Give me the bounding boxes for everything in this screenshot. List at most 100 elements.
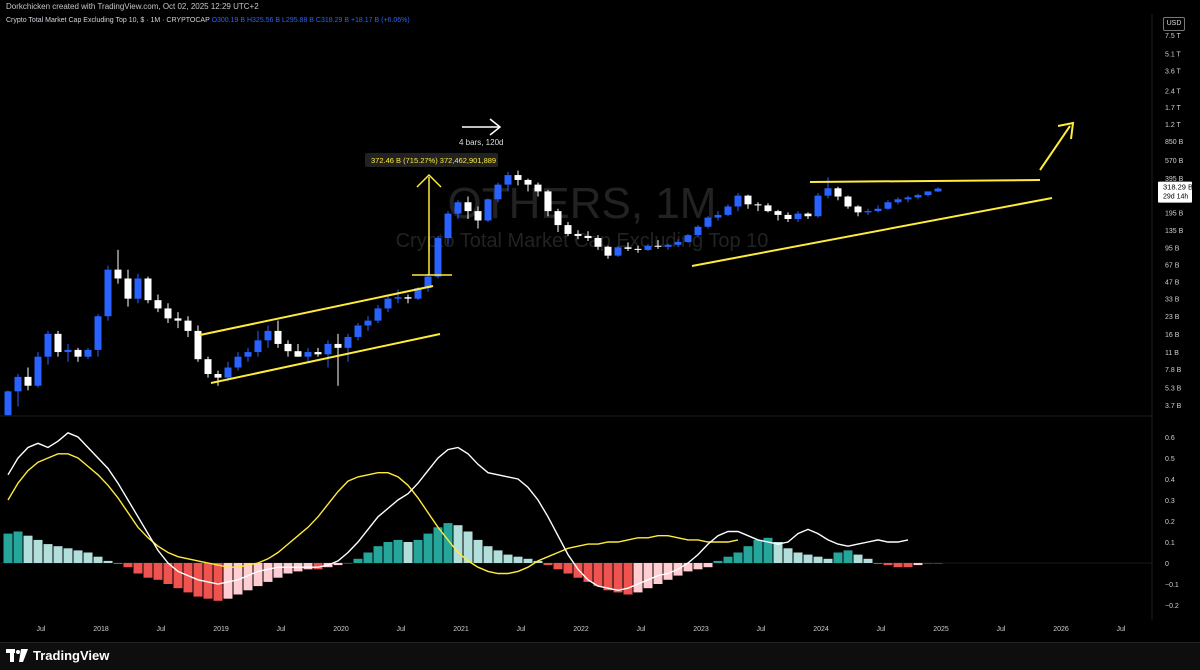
candle: [154, 294, 162, 313]
candle: [164, 303, 172, 324]
candle: [904, 195, 912, 203]
candle: [504, 171, 512, 192]
tradingview-logo[interactable]: TradingView: [6, 648, 109, 663]
macd-histogram-bar: [933, 563, 943, 564]
macd-histogram-bar: [103, 560, 113, 563]
candle: [624, 242, 632, 252]
measure-label: 372.46 B (715.27%) 372,462,901,889: [365, 153, 498, 167]
macd-histogram-bar: [573, 563, 583, 578]
candle: [544, 189, 552, 217]
time-axis-label: 2026: [1053, 626, 1069, 633]
macd-histogram-bar: [763, 537, 773, 563]
candle: [354, 323, 362, 341]
macd-histogram-bar: [423, 533, 433, 563]
footer-bar: [0, 642, 1200, 670]
macd-histogram-bar: [13, 531, 23, 563]
macd-axis-label: 0.5: [1165, 456, 1175, 463]
time-axis-label: 2021: [453, 626, 469, 633]
candle: [244, 347, 252, 362]
candle: [434, 235, 442, 279]
macd-histogram-bar: [533, 560, 543, 563]
macd-histogram-bar: [303, 563, 313, 570]
macd-histogram-bar: [353, 558, 363, 563]
macd-histogram-bar: [133, 563, 143, 574]
candle: [144, 276, 152, 304]
candle: [564, 221, 572, 236]
candle: [764, 203, 772, 213]
candle: [914, 193, 922, 200]
candle: [464, 196, 472, 220]
ascending-support-line[interactable]: [691, 197, 1053, 267]
candle: [884, 200, 892, 210]
candle: [74, 347, 82, 362]
macd-histogram-bar: [63, 548, 73, 563]
time-axis-label: 2022: [573, 626, 589, 633]
macd-histogram-bar: [723, 556, 733, 563]
candle: [804, 212, 812, 220]
macd-histogram-bar: [643, 563, 653, 589]
candle: [814, 193, 822, 218]
macd-line: [7, 431, 909, 592]
symbol-legend[interactable]: Crypto Total Market Cap Excluding Top 10…: [6, 17, 410, 24]
resistance-line[interactable]: [809, 179, 1041, 183]
candle: [744, 194, 752, 209]
macd-histogram-bar: [203, 563, 213, 599]
price-axis-label: 7.5 T: [1165, 33, 1182, 40]
macd-histogram-bar: [73, 550, 83, 563]
macd-histogram-bar: [803, 554, 813, 563]
macd-axis-label: 0.6: [1165, 435, 1175, 442]
candle: [694, 225, 702, 237]
macd-histogram-bar: [163, 563, 173, 584]
channel-upper-line[interactable]: [199, 285, 434, 336]
macd-histogram-bar: [783, 548, 793, 563]
candle: [424, 273, 432, 292]
candle: [114, 249, 122, 284]
time-axis-label: 2019: [213, 626, 229, 633]
macd-histogram-bar: [253, 563, 263, 587]
candle: [64, 343, 72, 362]
price-axis-label: 67 B: [1165, 262, 1180, 269]
macd-histogram-bar: [593, 563, 603, 587]
macd-axis-label: 0.1: [1165, 540, 1175, 547]
price-axis-label: 2.4 T: [1165, 88, 1182, 95]
candle: [584, 231, 592, 242]
axes-layer: 7.5 T 5.1 T 3.6 T 2.4 T 1.7 T 1.2 T 850 B 570 B…: [37, 33, 1194, 633]
breakout-arrow[interactable]: [1039, 125, 1071, 171]
candle: [44, 330, 52, 365]
macd-histogram-bar: [563, 563, 573, 574]
candle: [4, 390, 12, 416]
macd-histogram-bar: [43, 544, 53, 563]
bars-range-arrow-head: [489, 118, 502, 136]
legend-low: L295.88 B: [282, 17, 314, 24]
macd-histogram-bar: [523, 558, 533, 563]
macd-axis-label: 0: [1165, 561, 1169, 568]
macd-histogram-bar: [33, 539, 43, 563]
last-price-tag: 318.29 B 29d 14h: [1158, 181, 1193, 203]
channel-lower-line[interactable]: [210, 333, 441, 384]
currency-button[interactable]: USD: [1163, 17, 1185, 31]
candle: [924, 191, 932, 197]
candle: [384, 295, 392, 313]
macd-histogram-bar: [583, 563, 593, 582]
macd-histogram-bar: [93, 556, 103, 563]
macd-histogram-bar: [853, 554, 863, 563]
price-axis-label: 850 B: [1165, 139, 1184, 146]
macd-histogram-bar: [233, 563, 243, 595]
candle: [594, 235, 602, 250]
trendlines-layer[interactable]: [199, 118, 1075, 384]
candle: [104, 265, 112, 321]
time-axis-label: Jul: [757, 626, 766, 633]
candle: [654, 240, 662, 249]
macd-histogram-bar: [343, 563, 353, 564]
macd-histogram-bar: [383, 542, 393, 563]
candle: [404, 294, 412, 304]
candle: [684, 233, 692, 243]
price-axis-label: 135 B: [1165, 228, 1184, 235]
macd-histogram-bar: [743, 546, 753, 563]
macd-histogram-bar: [463, 531, 473, 563]
price-axis-label: 16 B: [1165, 332, 1180, 339]
candle: [784, 212, 792, 222]
legend-title: Crypto Total Market Cap Excluding Top 10…: [6, 17, 210, 24]
macd-histogram-bar: [713, 560, 723, 563]
